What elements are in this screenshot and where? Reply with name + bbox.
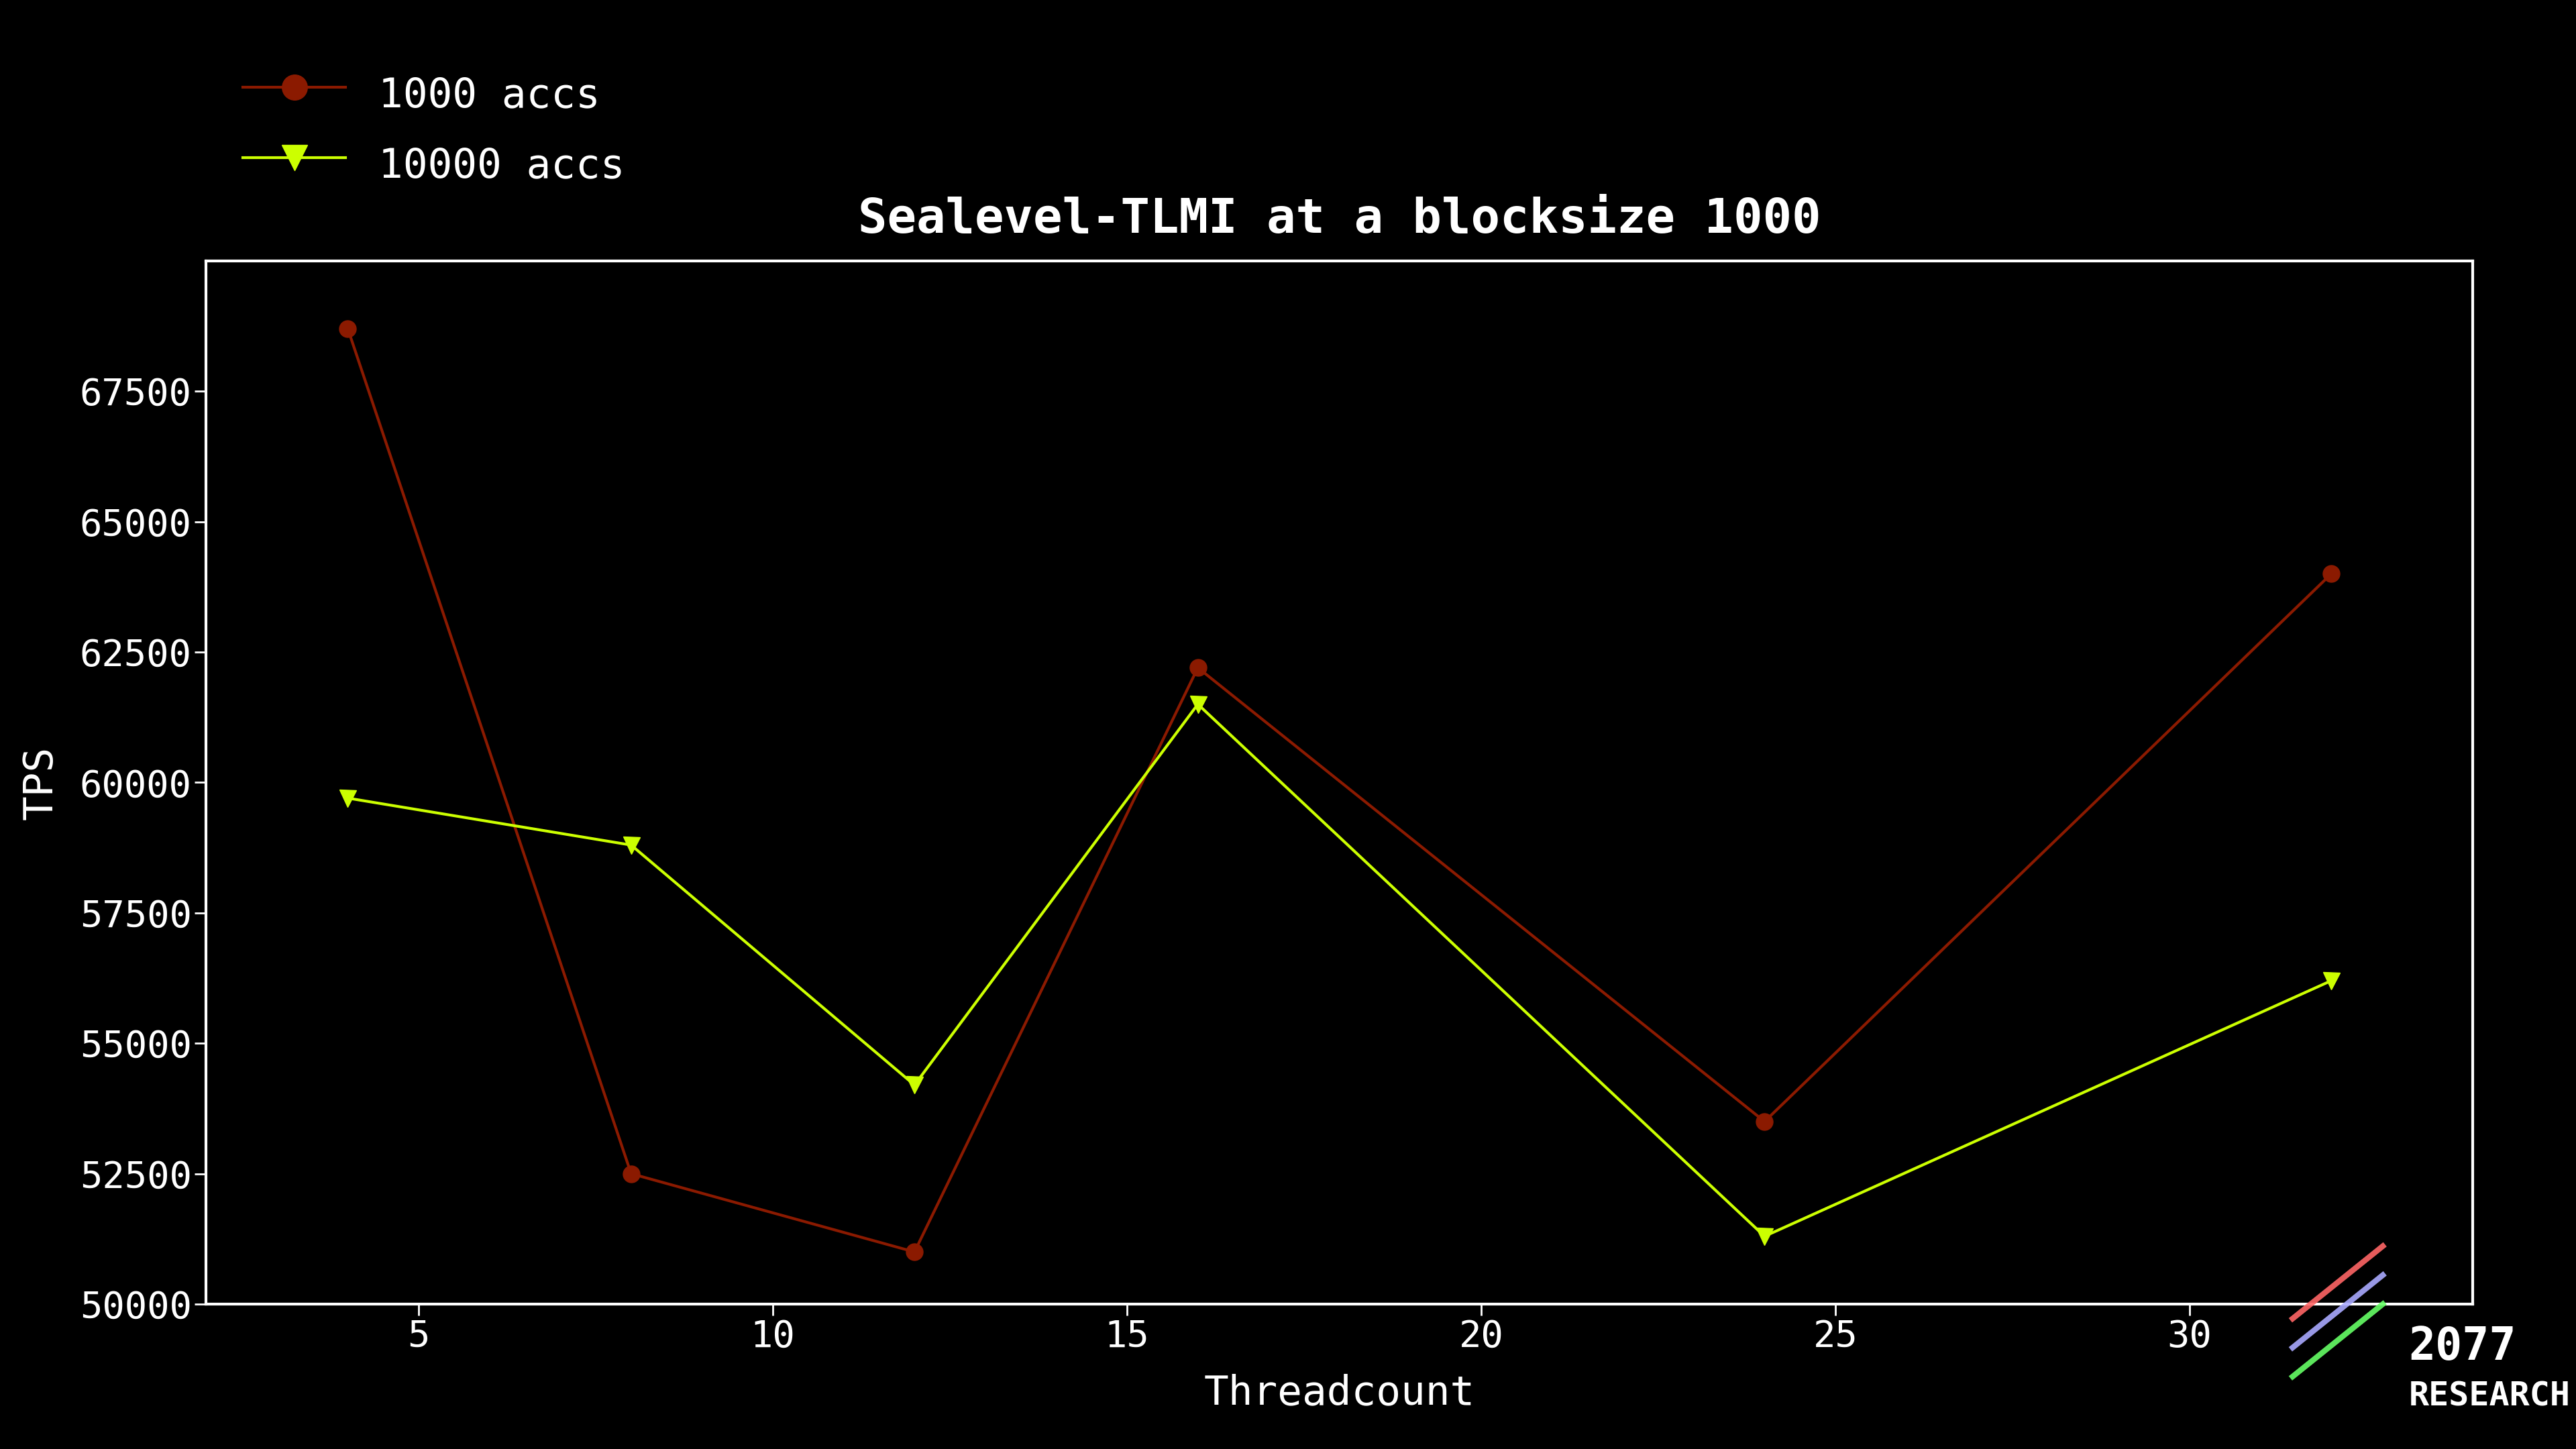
10000 accs	[1749, 1227, 1780, 1245]
Title: Sealevel-TLMI at a blocksize 1000: Sealevel-TLMI at a blocksize 1000	[858, 197, 1821, 243]
1000 accs	[899, 1243, 930, 1261]
Line: 10000 accs: 10000 accs	[340, 696, 2339, 1245]
Legend: 1000 accs, 10000 accs: 1000 accs, 10000 accs	[227, 52, 641, 206]
10000 accs	[899, 1077, 930, 1094]
1000 accs	[2316, 565, 2347, 582]
10000 accs	[616, 836, 647, 853]
1000 accs	[1182, 659, 1213, 677]
Y-axis label: TPS: TPS	[21, 745, 62, 820]
Text: RESEARCH: RESEARCH	[2409, 1381, 2571, 1413]
Line: 1000 accs: 1000 accs	[340, 320, 2339, 1261]
Text: 2077: 2077	[2409, 1324, 2517, 1369]
1000 accs	[616, 1165, 647, 1182]
X-axis label: Threadcount: Threadcount	[1203, 1374, 1476, 1413]
1000 accs	[1749, 1113, 1780, 1130]
1000 accs	[332, 320, 363, 338]
10000 accs	[2316, 972, 2347, 990]
10000 accs	[332, 790, 363, 807]
10000 accs	[1182, 696, 1213, 713]
